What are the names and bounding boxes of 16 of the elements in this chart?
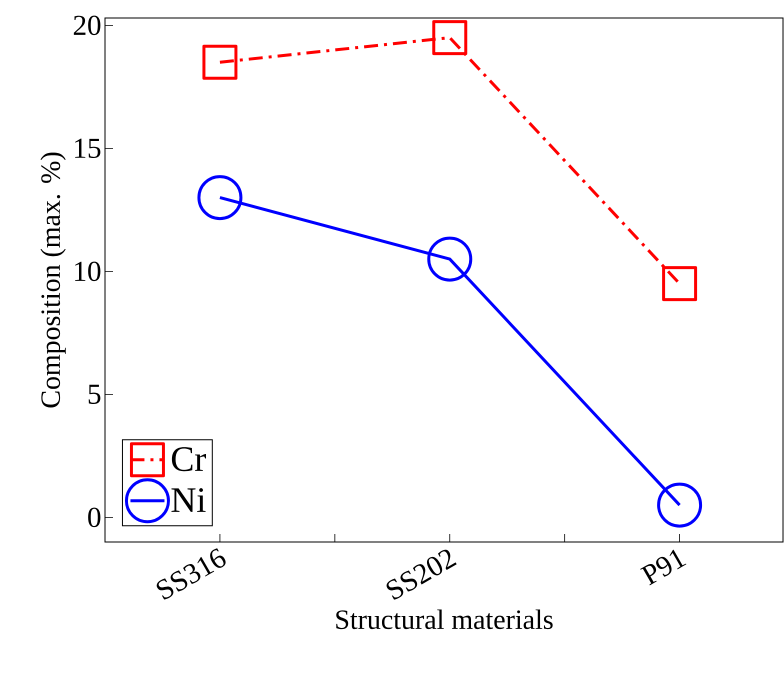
y-axis-title: Composition (max. %) bbox=[40, 152, 66, 408]
point bbox=[432, 20, 468, 56]
point bbox=[657, 482, 702, 528]
point bbox=[662, 266, 698, 302]
y-tick-label: 5 bbox=[88, 384, 100, 404]
x-tick-label: P91 bbox=[640, 550, 686, 586]
legend-label: Ni bbox=[171, 488, 206, 512]
point bbox=[202, 44, 238, 80]
y-tick-label: 15 bbox=[75, 138, 100, 158]
y-tick-label: 0 bbox=[88, 508, 100, 528]
y-tick-label: 20 bbox=[74, 16, 100, 36]
legend-label: Cr bbox=[172, 447, 206, 472]
point bbox=[197, 175, 242, 220]
x-axis-title: Structural materials bbox=[336, 609, 553, 630]
y-tick-label: 10 bbox=[75, 262, 100, 282]
point bbox=[427, 236, 472, 282]
